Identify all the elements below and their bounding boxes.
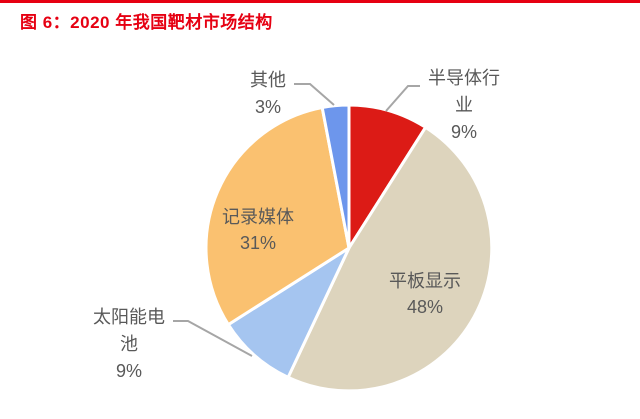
leader-line-solar bbox=[173, 320, 253, 357]
pie-slice-others bbox=[320, 103, 351, 250]
pie-slice-flat-panel bbox=[286, 125, 494, 393]
leader-line-semiconductor bbox=[385, 85, 420, 112]
pie-slices bbox=[204, 103, 494, 393]
pie-slice-solar bbox=[226, 246, 351, 379]
top-rule bbox=[0, 0, 640, 3]
pie-slice-semiconductor bbox=[347, 103, 428, 250]
leader-lines bbox=[173, 83, 420, 357]
figure-title: 图 6：2020 年我国靶材市场结构 bbox=[20, 13, 273, 32]
pie-slice-recording-media bbox=[204, 106, 351, 327]
leader-line-others bbox=[294, 83, 335, 106]
